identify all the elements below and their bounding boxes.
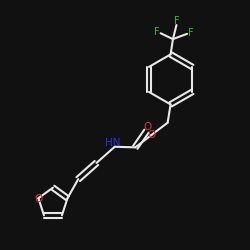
- Text: O: O: [147, 130, 156, 140]
- Text: HN: HN: [106, 138, 121, 148]
- Text: F: F: [188, 28, 194, 38]
- Text: F: F: [174, 16, 180, 26]
- Text: O: O: [34, 194, 42, 204]
- Text: F: F: [154, 27, 159, 37]
- Text: O: O: [144, 122, 152, 132]
